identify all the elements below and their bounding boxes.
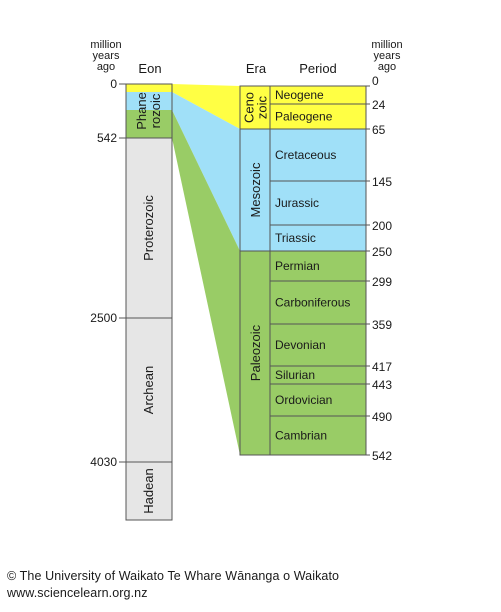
era-label-cenozoic: Ceno [242,92,257,123]
era-block-paleozoic [239,250,271,456]
period-tick-label: 200 [372,219,392,233]
period-block-paleogene [269,103,367,130]
period-label-carboniferous: Carboniferous [275,296,350,310]
cenozoic-connector [172,84,240,129]
mya-left-header-line: years [93,50,120,62]
period-block-cretaceous [269,128,367,182]
period-block-devonian [269,323,367,367]
era-header: Era [246,61,267,76]
era-block-mesozoic [239,128,271,252]
period-block-triassic [269,224,367,252]
mesozoic-connector [172,92,240,251]
mya-right-header-line: ago [378,61,396,73]
period-tick-label: 65 [372,123,386,137]
era-label-paleozoic: Paleozoic [248,324,263,381]
period-tick-label: 0 [372,74,379,88]
period-tick-label: 299 [372,275,392,289]
period-tick-label: 417 [372,360,392,374]
phanerozoic-paleozoic-band [126,110,172,138]
phanerozoic-mesozoic-band [126,92,172,110]
eon-label-phanerozoic: Phane [134,92,149,130]
period-label-jurassic: Jurassic [275,196,319,210]
period-tick-label: 24 [372,98,386,112]
eon-tick-label: 0 [110,77,117,91]
period-tick-label: 443 [372,378,392,392]
website-text: www.sciencelearn.org.nz [7,586,148,600]
period-label-permian: Permian [275,259,320,273]
period-tick-label: 359 [372,318,392,332]
eon-block-proterozoic [126,138,172,318]
eon-header: Eon [138,61,161,76]
period-block-jurassic [269,180,367,226]
period-block-carboniferous [269,280,367,325]
eon-tick-label: 542 [97,131,117,145]
period-tick-label: 490 [372,410,392,424]
paleozoic-connector [172,110,240,455]
period-label-ordovician: Ordovician [275,393,332,407]
period-label-devonian: Devonian [275,338,326,352]
period-label-silurian: Silurian [275,368,315,382]
mya-right-header-line: million [371,39,402,51]
eon-tick-label: 2500 [90,311,117,325]
period-tick-label: 250 [372,245,392,259]
era-label-mesozoic: Mesozoic [248,162,263,217]
period-label-triassic: Triassic [275,231,316,245]
phanerozoic-cenozoic-band [126,84,172,92]
era-label-cenozoic: zoic [255,95,270,119]
period-tick-label: 145 [372,175,392,189]
eon-column-outline [125,83,173,521]
period-label-cretaceous: Cretaceous [275,148,336,162]
mya-left-header-line: million [90,39,121,51]
eon-label-proterozoic: Proterozoic [141,195,156,261]
period-label-cambrian: Cambrian [275,429,327,443]
period-label-paleogene: Paleogene [275,110,333,124]
eon-block-hadean [126,462,172,520]
period-label-neogene: Neogene [275,88,324,102]
period-tick-label: 542 [372,449,392,463]
eon-tick-label: 4030 [90,455,117,469]
period-block-permian [269,250,367,282]
eon-label-hadean: Hadean [141,468,156,514]
copyright-text: © The University of Waikato Te Whare Wān… [7,569,340,583]
eon-block-archean [126,318,172,462]
period-header: Period [299,61,337,76]
mya-right-header-line: years [374,50,401,62]
mya-left-header-line: ago [97,61,115,73]
eon-label-phanerozoic: rozoic [148,93,163,128]
period-block-cambrian [269,415,367,456]
eon-label-archean: Archean [141,366,156,414]
